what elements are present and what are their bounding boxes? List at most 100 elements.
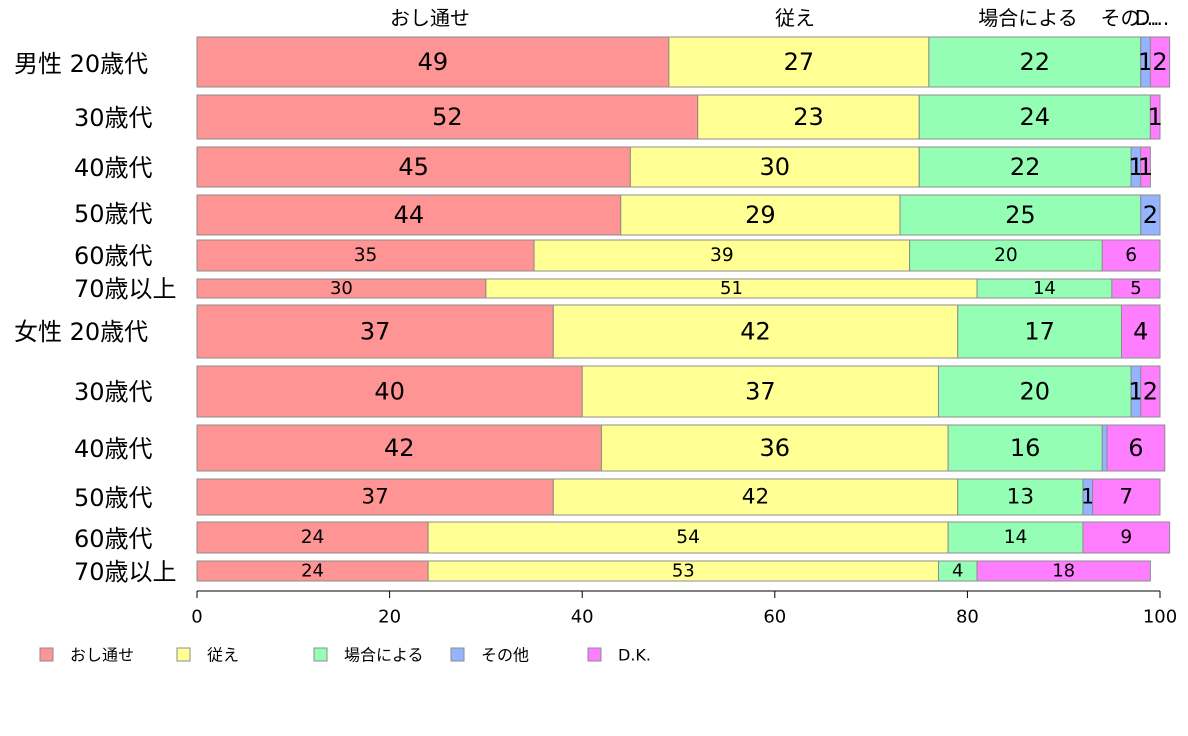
legend: おし通せ 従え 場合による その他 D.K. (39, 646, 651, 665)
bar-value-label: 22 (1010, 153, 1041, 181)
category-label: 40歳代 (74, 435, 153, 463)
bar-segment (1111, 278, 1161, 299)
bar-value-label: 36 (760, 434, 791, 462)
bar-value-label: 49 (418, 48, 449, 76)
bar-value-label: 29 (745, 201, 776, 229)
bar-value-label: 40 (374, 378, 405, 406)
bar-segment (196, 146, 631, 188)
bar-segment (620, 194, 901, 236)
bar-segment (928, 36, 1142, 88)
bar-value-label: 4 (1133, 318, 1148, 346)
bar-value-label: 30 (330, 278, 353, 299)
bar-value-label: 1 (1128, 153, 1143, 181)
legend-label: D.K. (618, 646, 651, 665)
bar-segment (976, 560, 1151, 582)
bar-value-label: 2 (1143, 201, 1158, 229)
bar-segment (1149, 36, 1171, 88)
bar-segment (1092, 478, 1161, 516)
bar-value-label: 23 (793, 103, 824, 131)
category-label: 30歳代 (74, 104, 153, 132)
x-tick-label: 60 (763, 607, 786, 628)
category-label: 50歳代 (74, 200, 153, 228)
bar-segment (427, 521, 949, 554)
legend-label: その他 (481, 646, 529, 665)
bar-value-label: 1 (1128, 378, 1143, 406)
legend-label: おし通せ (70, 646, 134, 665)
category-label: 60歳代 (74, 525, 153, 553)
legend-swatch (176, 647, 191, 662)
bar-value-label: 14 (1033, 278, 1056, 299)
category-label: 50歳代 (74, 484, 153, 512)
bar-segment (1120, 304, 1161, 359)
bar-value-label: 30 (760, 153, 791, 181)
bar-segment (533, 239, 911, 272)
bar-value-label: 9 (1120, 527, 1132, 548)
category-label: 男性 20歳代 (14, 50, 148, 78)
legend-swatch (313, 647, 328, 662)
bar-segment (196, 478, 554, 516)
bar-value-label: 52 (432, 103, 463, 131)
bar-value-label: 37 (361, 485, 388, 510)
bar-segment (629, 146, 920, 188)
bar-value-label: 53 (672, 561, 695, 582)
bar-value-label: 54 (676, 527, 700, 548)
bar-value-label: 37 (360, 318, 391, 346)
x-tick-label: 80 (956, 607, 979, 628)
top-series-labels: おし通せ 従え 場合による その...D... (390, 6, 1169, 30)
bar-value-label: 42 (384, 434, 415, 462)
bar-segment (1149, 94, 1161, 140)
bar-segment (196, 239, 535, 272)
bar-value-label: 51 (720, 278, 743, 299)
bar-value-label: 24 (301, 527, 325, 548)
bar-value-label: 1 (1148, 103, 1163, 131)
legend-label: 場合による (344, 646, 424, 665)
bar-value-label: 7 (1119, 485, 1133, 510)
x-tick-label: 0 (191, 607, 202, 628)
bar-segment (581, 365, 940, 418)
bar-segment (600, 424, 949, 472)
bar-value-label: 27 (784, 48, 815, 76)
top-series-label: おし通せ (390, 6, 470, 30)
bar-segment (1106, 424, 1166, 472)
bar-value-label: 18 (1052, 561, 1075, 582)
bar-value-label: 20 (1020, 378, 1051, 406)
x-tick-label: 20 (378, 607, 401, 628)
bar-value-label: 17 (1024, 318, 1055, 346)
category-label: 40歳代 (74, 154, 153, 182)
category-label: 60歳代 (74, 242, 153, 270)
bar-segment (196, 365, 583, 418)
category-label: 30歳代 (74, 378, 153, 406)
bar-value-label: 1 (1138, 48, 1153, 76)
bar-segment (196, 424, 602, 472)
bar-value-label: 35 (354, 245, 378, 266)
bar-segment (909, 239, 1103, 272)
bar-value-label: 5 (1130, 278, 1141, 299)
category-label: 70歳以上 (74, 275, 177, 303)
bar-value-label: 13 (1007, 485, 1034, 510)
bar-segment (918, 146, 1132, 188)
legend-swatch (450, 647, 465, 662)
top-series-label: 従え (775, 6, 815, 30)
bar-segment (957, 478, 1084, 516)
bar-value-label: 45 (398, 153, 429, 181)
bar-segment (196, 194, 622, 236)
bar-value-label: 24 (301, 561, 324, 582)
bar-value-label: 1 (1138, 153, 1153, 181)
bar-segment (1082, 521, 1171, 554)
bar-value-label: 22 (1020, 48, 1051, 76)
legend-label: 従え (207, 646, 239, 665)
bar-segment (668, 36, 930, 88)
bar-segment (196, 304, 554, 359)
bar-value-label: 25 (1005, 201, 1036, 229)
x-tick-label: 40 (571, 607, 594, 628)
bar-segment (1101, 239, 1161, 272)
bar-segment (697, 94, 920, 140)
bar-value-label: 44 (394, 201, 425, 229)
bar-value-label: 16 (1010, 434, 1041, 462)
top-series-label: D... (1135, 6, 1169, 30)
bar-value-label: 1 (1081, 485, 1095, 510)
bar-segment (1140, 365, 1161, 418)
